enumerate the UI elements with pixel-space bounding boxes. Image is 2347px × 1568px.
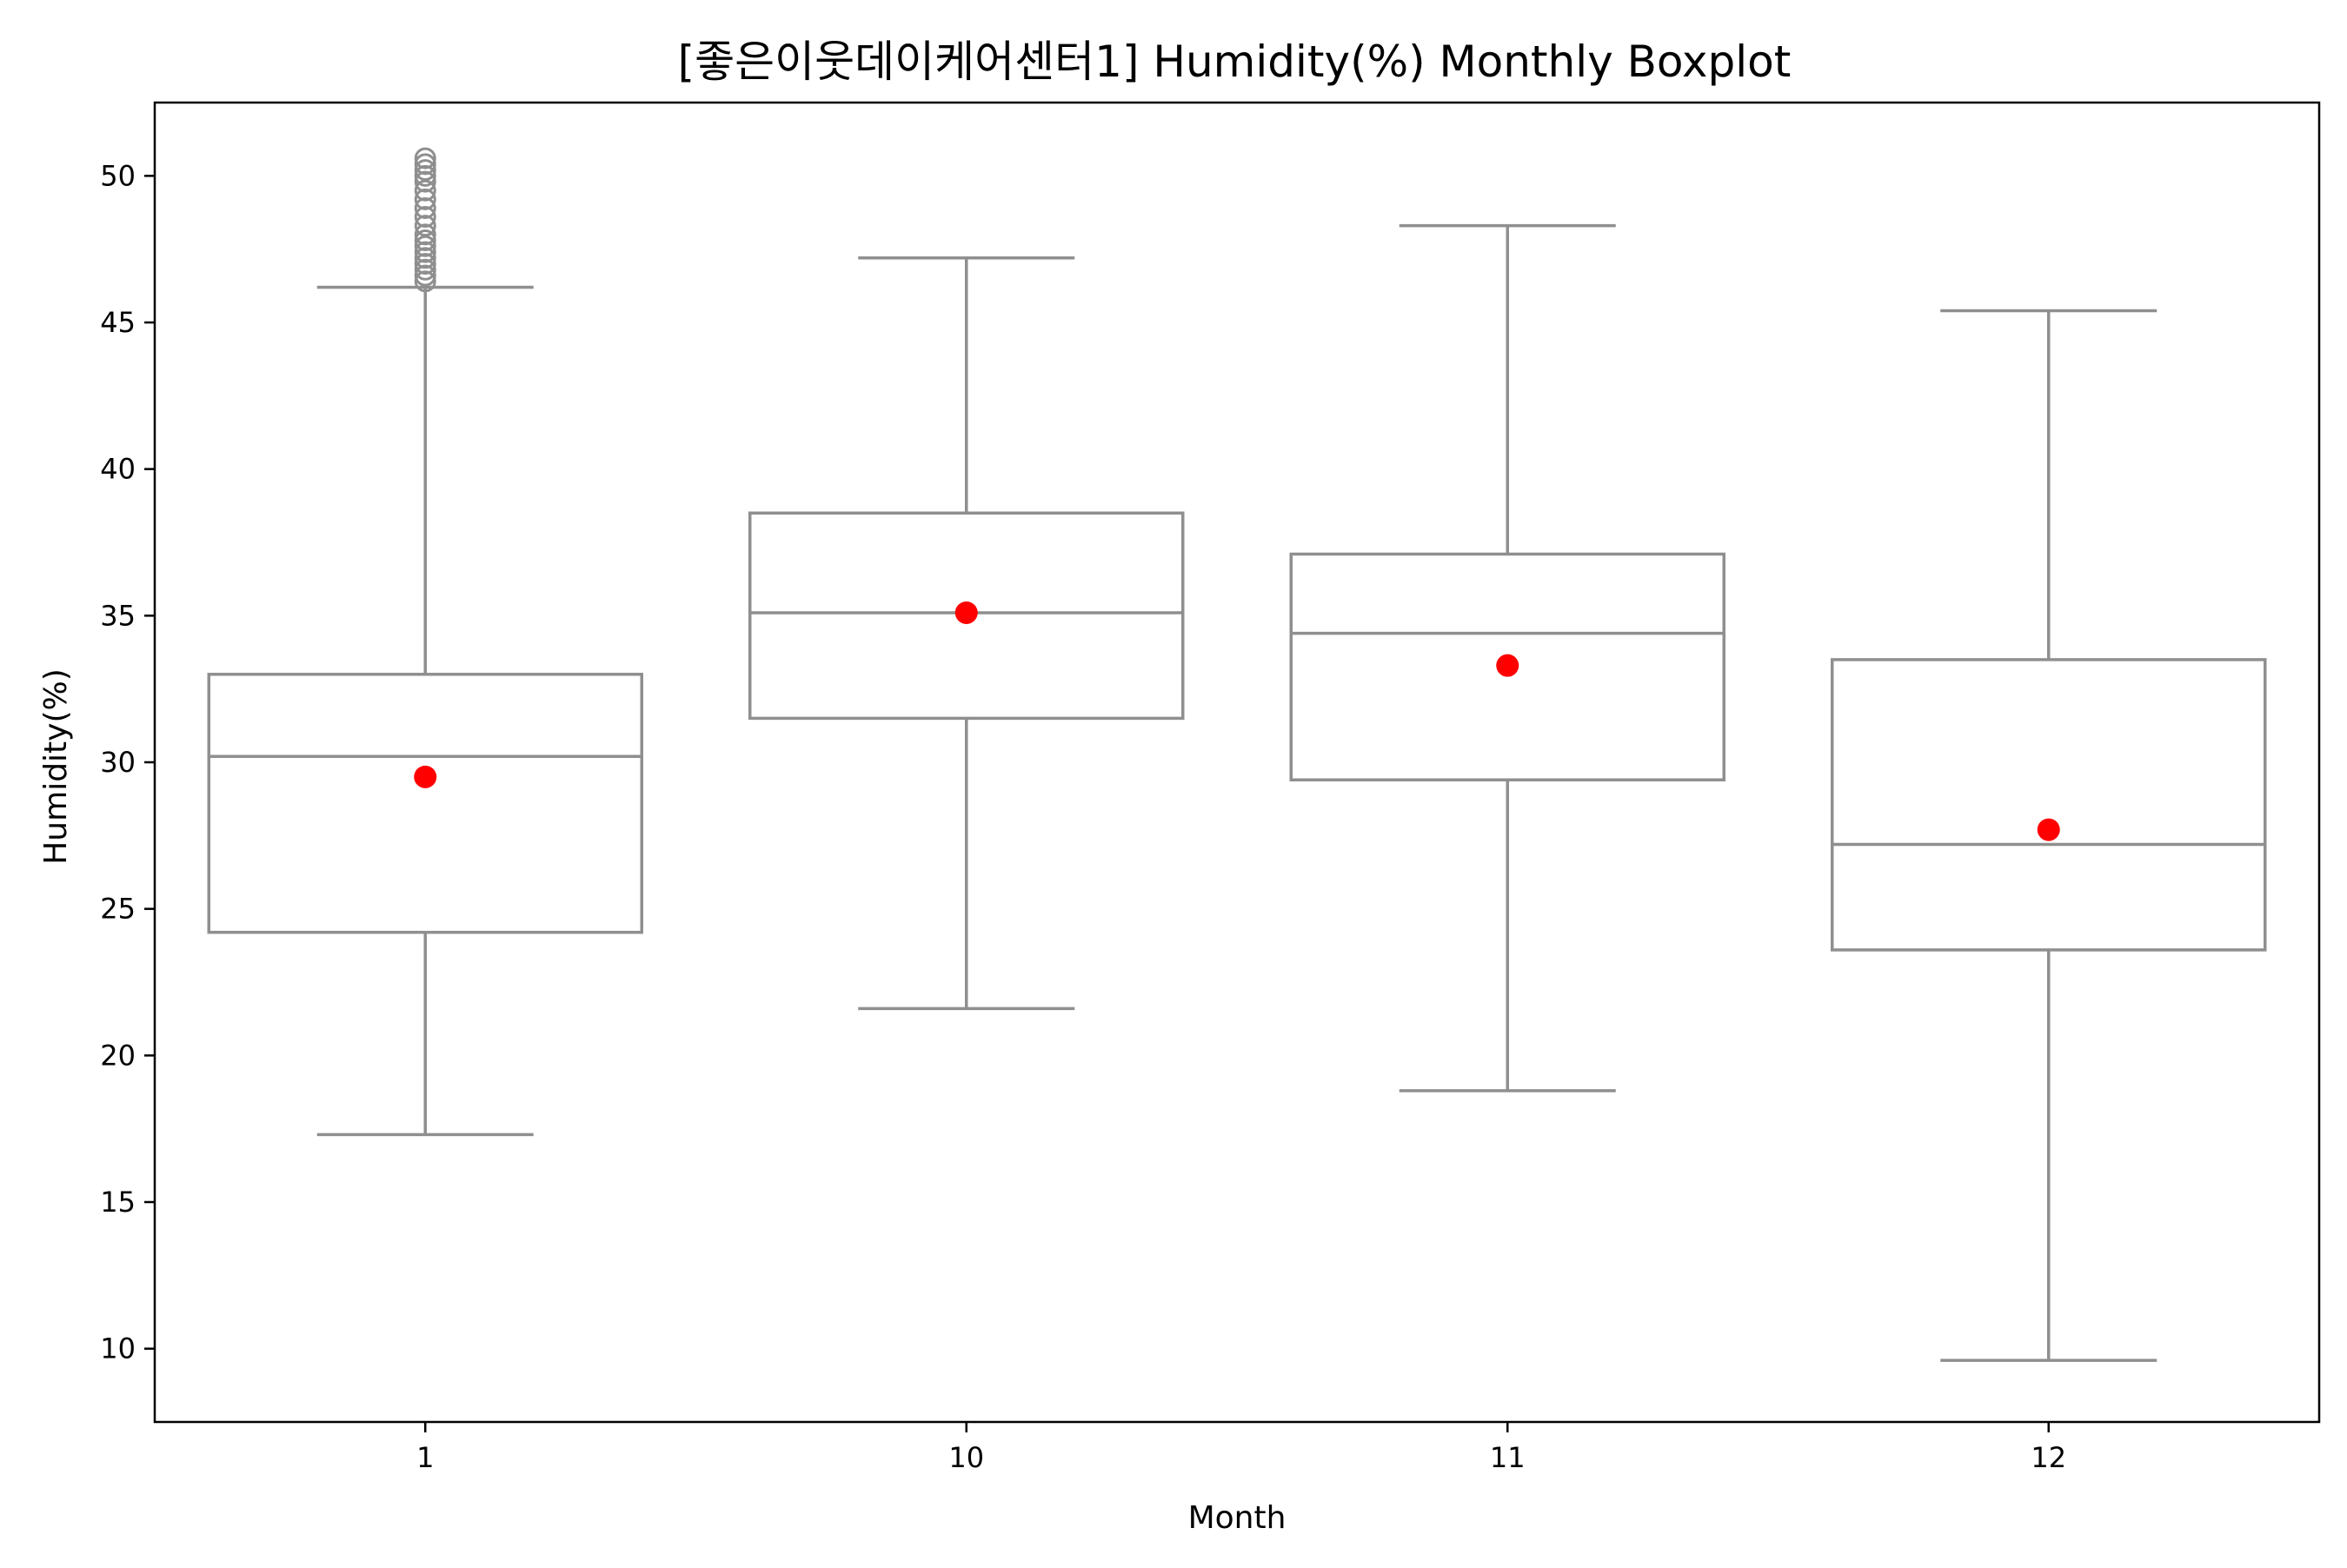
outlier-point-month-1: [414, 170, 436, 193]
outlier-point-month-1: [414, 215, 436, 237]
outlier-point-month-1: [414, 188, 436, 210]
outlier-point-month-1: [414, 196, 436, 219]
axes-frame: [153, 101, 2321, 1424]
outlier-point-month-1: [414, 258, 436, 281]
outlier-point-month-1: [414, 241, 436, 263]
x-axis-label: Month: [1188, 1500, 1287, 1536]
x-tick-label: 12: [2031, 1441, 2066, 1474]
y-tick-label: 40: [100, 453, 136, 486]
x-tick-label: 1: [416, 1441, 434, 1474]
outlier-point-month-1: [414, 223, 436, 246]
outlier-point-month-1: [414, 264, 436, 287]
mean-point-month-1: [414, 765, 437, 788]
outlier-point-month-1: [414, 159, 436, 182]
outlier-point-month-1: [414, 164, 436, 187]
mean-point-month-10: [954, 601, 978, 624]
y-tick-label: 20: [100, 1039, 136, 1072]
x-tick-label: 10: [948, 1441, 984, 1474]
outlier-point-month-1: [414, 147, 436, 169]
outlier-point-month-1: [414, 253, 436, 276]
outlier-point-month-1: [414, 235, 436, 257]
plot-area: 10 15 20 25 30 35 40 45 50 1 10 11 12: [100, 101, 2321, 1474]
x-tick-label: 11: [1490, 1441, 1526, 1474]
y-tick-label: 50: [100, 159, 136, 192]
y-axis-label: Humidity(%): [38, 668, 74, 865]
outlier-point-month-1: [414, 153, 436, 176]
outlier-point-month-1: [414, 270, 436, 293]
mean-point-month-11: [1496, 654, 1519, 677]
y-tick-label: 15: [100, 1186, 136, 1219]
mean-point-month-12: [2037, 818, 2060, 841]
outlier-point-month-1: [414, 179, 436, 202]
y-tick-label: 30: [100, 746, 136, 779]
y-tick-label: 45: [100, 306, 136, 339]
y-tick-label: 35: [100, 599, 136, 632]
box-month-1: [207, 673, 643, 934]
y-tick-label: 10: [100, 1332, 136, 1365]
chart-title: [좋은이웃데이케어센터1] Humidity(%) Monthly Boxplo…: [678, 37, 1792, 87]
outlier-point-month-1: [414, 206, 436, 229]
outlier-point-month-1: [414, 229, 436, 252]
y-tick-label: 25: [100, 893, 136, 926]
outlier-point-month-1: [414, 247, 436, 269]
box-month-12: [1831, 658, 2267, 952]
